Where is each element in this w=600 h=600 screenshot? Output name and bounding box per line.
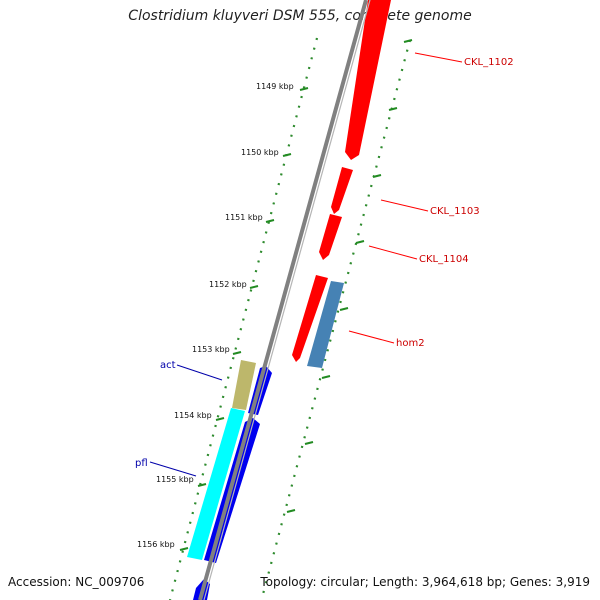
gene-arrow-ckl-1104: [319, 214, 342, 260]
gene-arrow-hom2: [307, 281, 344, 368]
kbp-label: 1152 kbp: [209, 280, 247, 289]
kbp-tick-mark: [265, 219, 275, 223]
gene-label-ckl-1104[interactable]: CKL_1104: [419, 254, 469, 265]
gene-arrow-ckl-1103: [331, 167, 353, 214]
leader-act: [176, 364, 223, 381]
kbp-tick-mark: [282, 153, 292, 157]
kbp-tick-mark-outer: [339, 307, 349, 311]
kbp-tick-mark: [299, 87, 309, 91]
leader-ckl-1103: [380, 199, 429, 212]
kbp-label: 1155 kbp: [156, 475, 194, 484]
gene-arrow-pfl: [187, 408, 245, 560]
genome-backbone-highlight: [203, 0, 371, 600]
gene-arrow-ckl-1102[interactable]: [345, 0, 391, 160]
genome-backbone: [198, 0, 368, 600]
kbp-tick-mark: [215, 417, 225, 421]
kbp-tick-mark-outer: [355, 240, 365, 244]
leader-ckl-1102: [414, 52, 463, 63]
kbp-tick-mark-outer: [388, 107, 398, 111]
kbp-tick-mark: [232, 351, 242, 355]
gene-label-ckl-1102[interactable]: CKL_1102: [464, 57, 514, 68]
gene-arrow-fwd: [292, 275, 328, 362]
gene-label-pfl[interactable]: pfl: [135, 458, 148, 469]
kbp-tick-mark-outer: [403, 39, 413, 43]
kbp-label: 1156 kbp: [137, 540, 175, 549]
leader-hom2: [348, 330, 395, 344]
kbp-label: 1153 kbp: [192, 345, 230, 354]
inner-ruler: [168, 37, 319, 600]
outer-ruler: [260, 39, 412, 599]
kbp-tick-mark-outer: [286, 509, 296, 513]
kbp-label: 1151 kbp: [225, 213, 263, 222]
kbp-tick-mark-outer: [304, 441, 314, 445]
kbp-label: 1154 kbp: [174, 411, 212, 420]
gene-label-hom2[interactable]: hom2: [396, 338, 425, 349]
kbp-tick-mark-outer: [372, 174, 382, 178]
leader-ckl-1104: [368, 245, 418, 260]
kbp-tick-mark: [197, 483, 207, 487]
topology-label: Topology: circular; Length: 3,964,618 bp…: [260, 575, 590, 589]
kbp-tick-mark: [179, 547, 189, 551]
gene-label-act[interactable]: act: [160, 360, 176, 371]
gene-label-ckl-1103[interactable]: CKL_1103: [430, 206, 480, 217]
kbp-label: 1150 kbp: [241, 148, 279, 157]
gene-arrow-act: [232, 360, 256, 410]
accession-label: Accession: NC_009706: [8, 575, 145, 589]
kbp-tick-mark: [249, 285, 259, 289]
kbp-label: 1149 kbp: [256, 82, 294, 91]
kbp-tick-mark-outer: [321, 375, 331, 379]
leader-pfl: [149, 461, 197, 477]
